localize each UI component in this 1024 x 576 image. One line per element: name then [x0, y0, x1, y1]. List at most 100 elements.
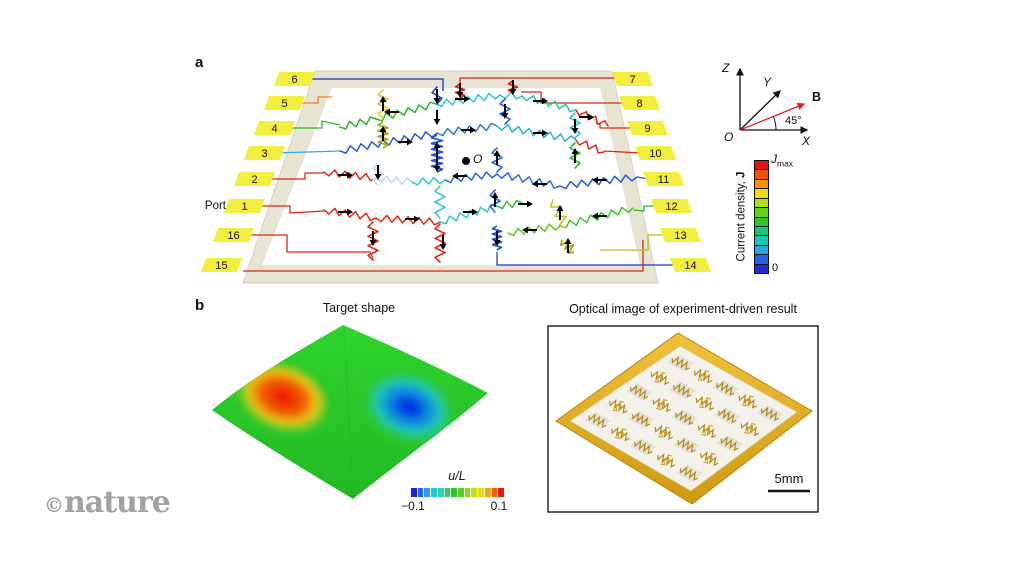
gold-coil [655, 398, 668, 411]
coil-segment [435, 92, 501, 108]
current-arrow [379, 126, 387, 141]
current-arrow-head [433, 119, 441, 125]
current-arrow-head [456, 92, 464, 98]
port-pad [670, 258, 711, 272]
coil-segment [434, 185, 446, 219]
gold-coil [760, 406, 780, 422]
gold-coil [677, 438, 696, 453]
origin-dot [462, 157, 470, 165]
current-arrow-head [571, 128, 579, 134]
coil-segment [339, 131, 438, 154]
jbar-segment [755, 189, 768, 199]
coil-block [559, 239, 575, 255]
gold-coil [673, 383, 692, 398]
coil-segment [411, 176, 446, 186]
coil-segment [559, 206, 634, 229]
current-arrow [439, 235, 447, 250]
current-arrow [374, 165, 382, 180]
port-number-label: 7 [629, 74, 635, 86]
current-arrow-head [347, 208, 353, 216]
current-arrow-head [384, 108, 390, 116]
current-arrow [379, 96, 387, 111]
x-axis-label: X [802, 134, 811, 148]
ulbar-segment [444, 488, 451, 497]
coil-segment [339, 116, 377, 130]
port-trace [285, 120, 341, 129]
panel-a-label: a [195, 54, 204, 71]
ulbar-segment [437, 488, 444, 497]
current-arrow [493, 150, 501, 165]
port-pad [244, 146, 285, 160]
current-arrow-head [527, 200, 533, 208]
gold-coil [658, 426, 670, 438]
port-pad [213, 228, 254, 242]
current-arrow-head [501, 113, 509, 119]
ul-min-label: −0.1 [401, 499, 425, 513]
port-trace [274, 150, 341, 154]
current-arrow [398, 138, 413, 146]
port-number-label: 2 [251, 174, 257, 186]
substrate-patch [713, 407, 742, 424]
coil-segment [377, 89, 389, 119]
substrate-patch [667, 354, 695, 372]
current-arrow-head [592, 212, 598, 220]
current-density-colorbar [754, 160, 769, 274]
substrate-patch [627, 410, 655, 428]
port-trace [459, 77, 618, 85]
substrate-patch [625, 383, 653, 400]
ulbar-segment [464, 488, 471, 497]
current-arrow [405, 215, 420, 223]
port-pad [201, 258, 242, 272]
current-arrow [338, 208, 353, 216]
port-trace [265, 172, 324, 180]
current-arrow-head [493, 150, 501, 156]
port-pad [643, 172, 684, 186]
coil-segment [496, 172, 561, 189]
port-number-label: 6 [291, 74, 297, 86]
substrate-patch [584, 412, 612, 429]
port-pad [264, 96, 305, 110]
axes-origin-label: O [724, 130, 734, 144]
jbar-segment [755, 236, 768, 246]
gold-coil [744, 422, 756, 435]
jbar-segment [755, 264, 768, 274]
current-arrow [518, 200, 533, 208]
port-number-label: 10 [649, 148, 661, 160]
current-arrow-head [347, 171, 353, 179]
z-axis-label: Z [722, 61, 730, 75]
coil-block [507, 80, 519, 94]
y-axis [739, 90, 781, 131]
port-trace [600, 234, 666, 251]
port-trace [633, 205, 657, 212]
nature-watermark: ©nature [44, 486, 171, 519]
gold-coil [629, 384, 649, 400]
current-density-text: Current density, [735, 177, 748, 262]
gold-coil [634, 439, 653, 455]
coil-segment [372, 162, 384, 186]
port-pad [627, 121, 668, 135]
current-arrow [463, 208, 478, 216]
current-arrow-head [556, 205, 564, 211]
port-trace [599, 124, 633, 129]
current-arrow-head [470, 126, 476, 134]
current-arrow [433, 110, 441, 125]
origin-marker-label: O [473, 152, 483, 166]
current-arrow-head [414, 215, 420, 223]
port-pad [254, 121, 295, 135]
current-arrow [579, 113, 594, 121]
current-arrow [532, 180, 547, 188]
jbar-segment [755, 217, 768, 227]
angle-label: 45° [785, 115, 802, 127]
jbar-segment [755, 226, 768, 237]
ulbar-segment [458, 488, 464, 497]
port-trace [295, 96, 332, 104]
jmax-j: J [771, 152, 777, 166]
port-number-label: 13 [674, 230, 686, 242]
current-arrow [533, 129, 548, 137]
port-pad [660, 228, 701, 242]
coil-segment [434, 223, 446, 263]
current-arrow-head [522, 226, 528, 234]
port-number-label: 4 [271, 123, 277, 135]
gold-coil [671, 355, 690, 371]
